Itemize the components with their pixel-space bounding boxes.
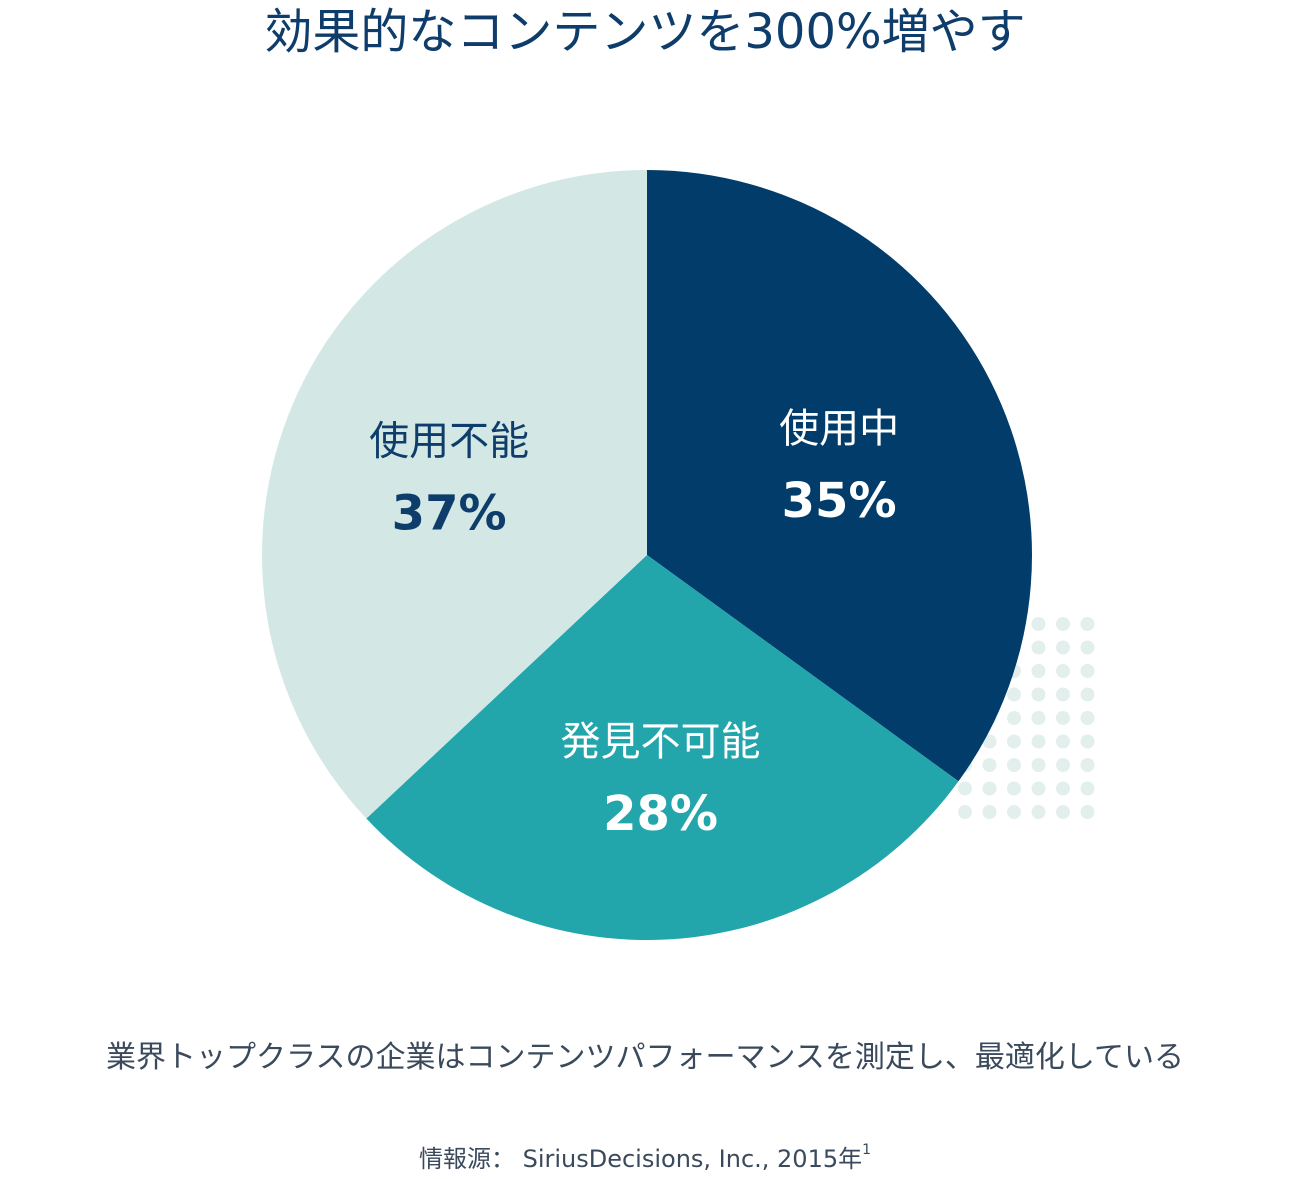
dot (1080, 687, 1095, 702)
dot (1031, 781, 1046, 796)
pie-slice (366, 555, 959, 940)
pie-slice (261, 170, 647, 819)
dot (1056, 640, 1070, 655)
dot (958, 781, 972, 796)
dot (1056, 711, 1070, 725)
dot (1031, 805, 1046, 819)
dot (1056, 664, 1070, 678)
dot (1007, 781, 1021, 796)
dot (1056, 687, 1070, 702)
dot (982, 734, 997, 749)
slice-label: 発見不可能 (561, 719, 761, 765)
dot (1080, 734, 1095, 749)
dot (1007, 687, 1021, 702)
dot (1007, 758, 1021, 772)
dot (1056, 617, 1070, 631)
pie-chart: 使用中 35% 発見不可能 28% 使用不能 37% (261, 170, 1095, 940)
dot (1056, 758, 1070, 772)
dot (982, 805, 997, 819)
dot (982, 758, 997, 772)
chart-title: 効果的なコンテンツを300%増やす (264, 4, 1026, 60)
dot (1080, 711, 1095, 725)
slice-value-label: 28% (603, 786, 718, 842)
dot (1080, 781, 1095, 796)
pie-labels: 使用中 35% 発見不可能 28% 使用不能 37% (369, 406, 899, 842)
slice-label: 使用中 (779, 406, 899, 452)
dot (1031, 617, 1046, 631)
dot (1080, 664, 1095, 678)
dot (1031, 687, 1046, 702)
dot (1031, 734, 1046, 749)
footnote-marker: 1 (862, 1142, 872, 1158)
source-text: 情報源： SiriusDecisions, Inc., 2015年 (418, 1145, 863, 1173)
dot (1056, 734, 1070, 749)
dot (1007, 711, 1021, 725)
slice-label: 使用不能 (369, 418, 529, 464)
dot (958, 805, 972, 819)
dot (1007, 734, 1021, 749)
dot (1031, 640, 1046, 655)
pie-slice (647, 170, 1032, 782)
dot (1056, 781, 1070, 796)
source-note: 情報源： SiriusDecisions, Inc., 2015年1 (0, 1134, 1290, 1179)
dot (982, 781, 997, 796)
pie-slices (261, 170, 1032, 940)
dot (1031, 711, 1046, 725)
dot (1080, 758, 1095, 772)
dot (1080, 640, 1095, 655)
dot (1007, 805, 1021, 819)
dot (1056, 805, 1070, 819)
caption: 業界トップクラスの企業はコンテンツパフォーマンスを測定し、最適化している (106, 1040, 1184, 1075)
dot (1031, 664, 1046, 678)
slice-value-label: 35% (782, 473, 897, 529)
dot (1031, 758, 1046, 772)
slice-value-label: 37% (392, 485, 507, 541)
dot (1080, 617, 1095, 631)
dot (1080, 805, 1095, 819)
